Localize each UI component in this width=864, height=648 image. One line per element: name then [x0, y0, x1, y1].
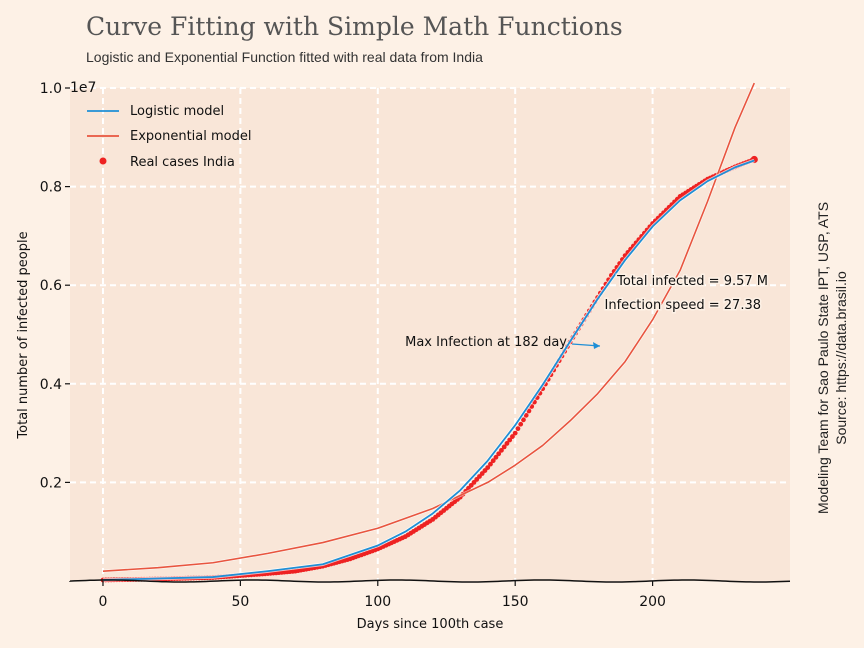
- x-tick-label: 200: [639, 594, 666, 610]
- real-cases-point: [523, 412, 529, 418]
- legend-logistic-label: Logistic model: [130, 104, 224, 119]
- chart-subtitle: Logistic and Exponential Function fitted…: [86, 49, 483, 65]
- grid: [70, 87, 790, 581]
- real-cases-point: [521, 417, 526, 423]
- y-axis-label: Total number of infected people: [16, 231, 31, 439]
- axes: 0 50 100 150 200 0.2 0.4 0.6 0.8 1.0: [40, 81, 791, 610]
- annotation-arrowhead: [593, 342, 600, 349]
- real-cases-point: [493, 454, 499, 460]
- x-axis-label: Days since 100th case: [357, 617, 504, 632]
- annotation-max-infection: Max Infection at 182 day: [405, 335, 567, 350]
- legend-real-swatch: [99, 157, 107, 165]
- real-cases-point: [510, 434, 515, 439]
- real-cases-point: [512, 430, 518, 436]
- real-cases-point: [515, 426, 521, 432]
- real-cases-point: [490, 458, 496, 464]
- real-cases-point: [488, 461, 493, 467]
- x-tick-label: 100: [364, 594, 391, 610]
- real-cases-point: [485, 465, 491, 471]
- real-cases-point: [496, 451, 502, 457]
- x-axis-line: [69, 579, 791, 583]
- x-tick-label: 0: [99, 594, 108, 610]
- plot-area: [70, 88, 790, 581]
- annotation-total-infected: Total infected = 9.57 M: [616, 274, 768, 289]
- side-note-line2: Source: https://data.brasil.io: [833, 271, 849, 445]
- real-cases-point: [504, 441, 510, 446]
- exponential-model-line: [102, 82, 756, 572]
- y-tick-label: 0.8: [40, 180, 62, 196]
- chart-title: Curve Fitting with Simple Math Functions: [86, 12, 623, 41]
- y-tick-label: 0.4: [40, 377, 62, 393]
- real-cases-point: [507, 437, 513, 443]
- real-cases-point: [499, 447, 504, 453]
- y-tick-label: 0.6: [40, 278, 62, 294]
- real-cases-point: [501, 444, 507, 450]
- legend: Logistic model Exponential model Real ca…: [87, 104, 252, 170]
- logistic-model-line: [102, 159, 755, 581]
- y-tick-label: 0.2: [40, 475, 62, 491]
- annotation-infection-speed: Infection speed = 27.38: [605, 298, 761, 313]
- side-note-line1: Modeling Team for Sao Paulo State IPT, U…: [815, 202, 831, 514]
- y-offset-label: 1e7: [70, 80, 96, 96]
- y-tick-label: 1.0: [40, 81, 62, 97]
- legend-exponential-label: Exponential model: [130, 129, 252, 144]
- legend-real-label: Real cases India: [130, 155, 235, 170]
- x-tick-label: 50: [231, 594, 249, 610]
- x-tick-label: 150: [502, 594, 529, 610]
- real-cases-point: [518, 421, 524, 427]
